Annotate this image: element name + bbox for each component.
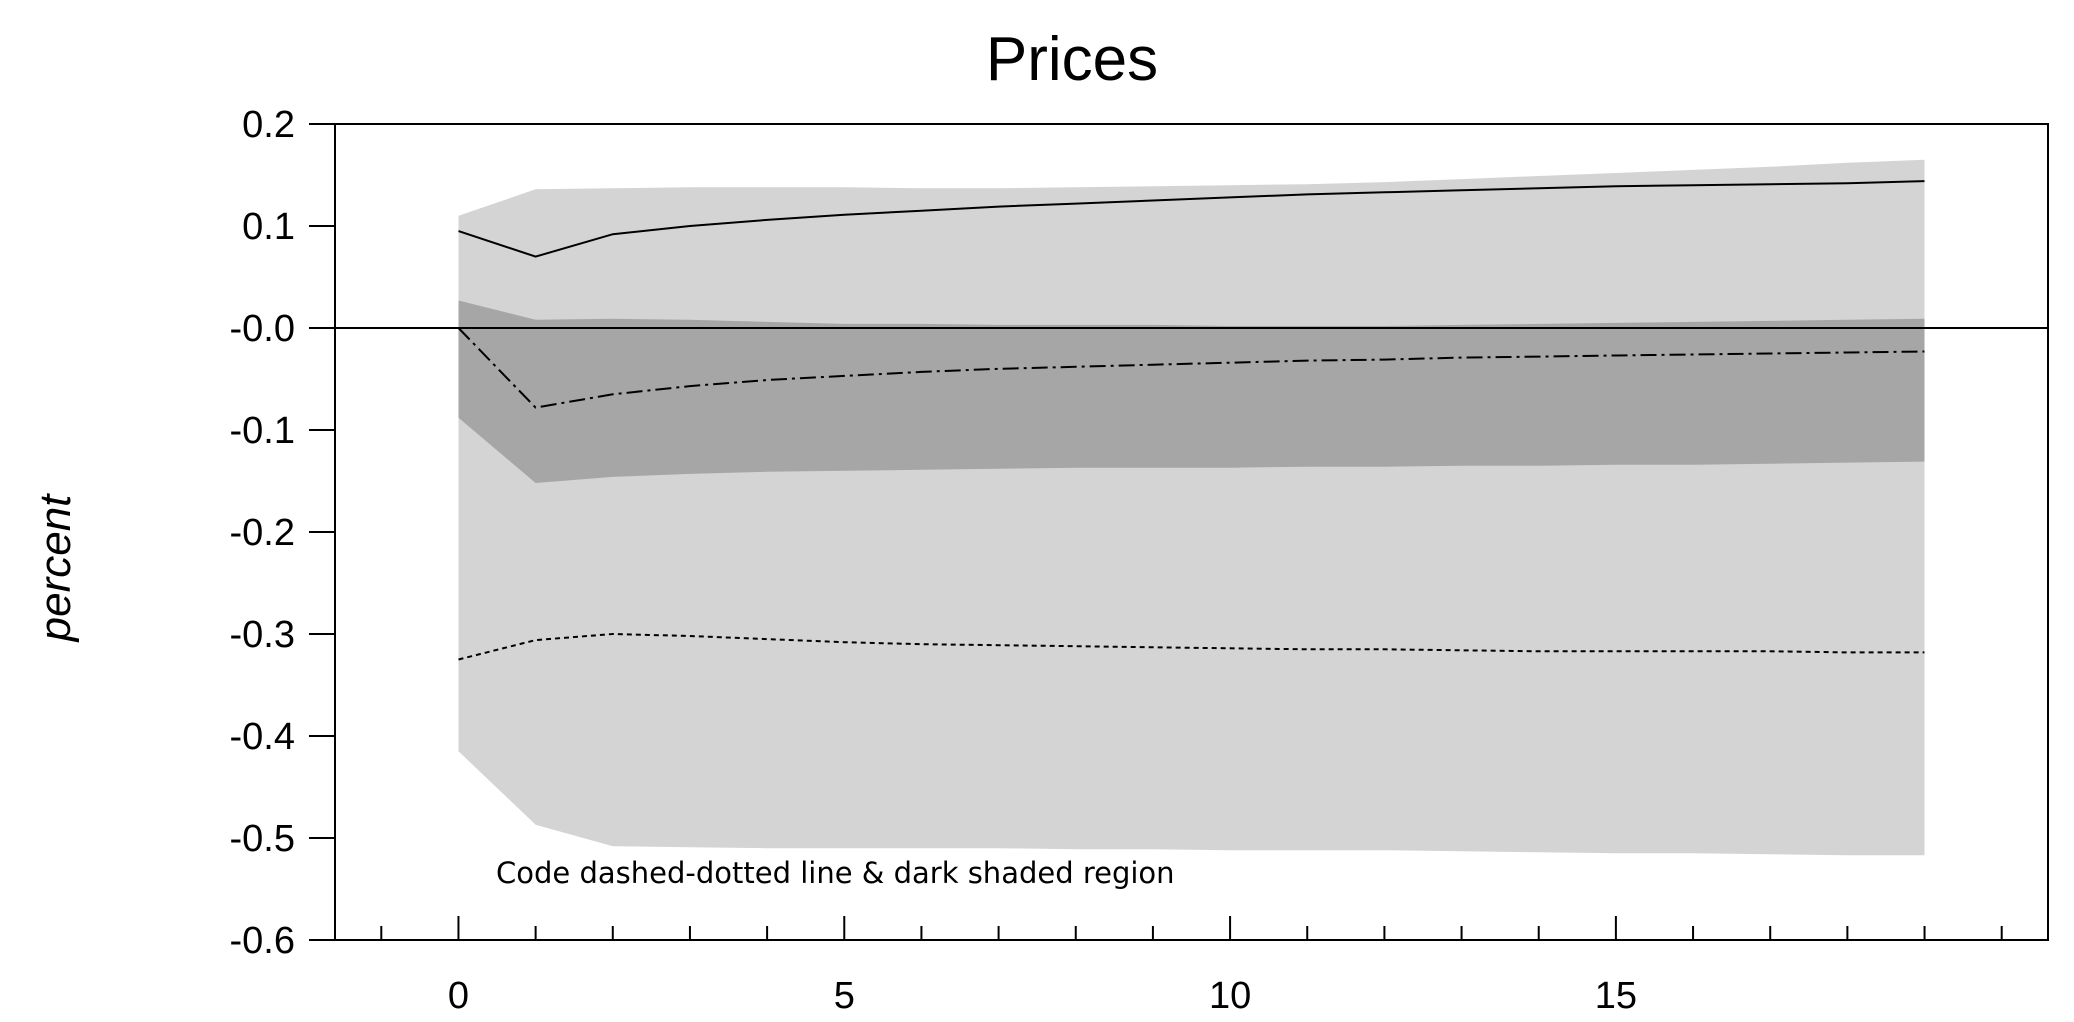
y-tick-label: -0.4: [230, 716, 295, 758]
y-tick-label: -0.1: [230, 410, 295, 452]
y-tick-label: -0.0: [230, 308, 295, 350]
x-tick-label: 15: [1595, 975, 1637, 1017]
series-line-dashdot: [457, 327, 1925, 409]
x-tick-label: 0: [448, 975, 469, 1017]
band-light: [458, 159, 1925, 856]
y-tick-label: -0.3: [230, 614, 295, 656]
x-tick-label: 5: [834, 975, 855, 1017]
y-tick-label: -0.5: [230, 818, 295, 860]
axes: 0.2 0.1 -0.0 -0.1 -0.2 -0.3 -0.4 -0.5 -0.6 0 5 10 15: [230, 104, 2049, 1017]
y-tick-label: 0.1: [242, 206, 295, 248]
series-line-dotted: [458, 632, 1925, 661]
chart-annotation: Code dashed-dotted line & dark shaded re…: [496, 856, 1175, 890]
y-axis-label: percent: [31, 493, 80, 644]
plot-area: [335, 159, 2048, 856]
y-tick-label: -0.2: [230, 512, 295, 554]
series-line-solid: [458, 180, 1925, 258]
x-tick-label: 10: [1209, 975, 1251, 1017]
y-tick-label: 0.2: [242, 104, 295, 146]
band-dark: [458, 300, 1925, 483]
chart-title: Prices: [986, 25, 1158, 94]
y-tick-label: -0.6: [230, 920, 295, 962]
